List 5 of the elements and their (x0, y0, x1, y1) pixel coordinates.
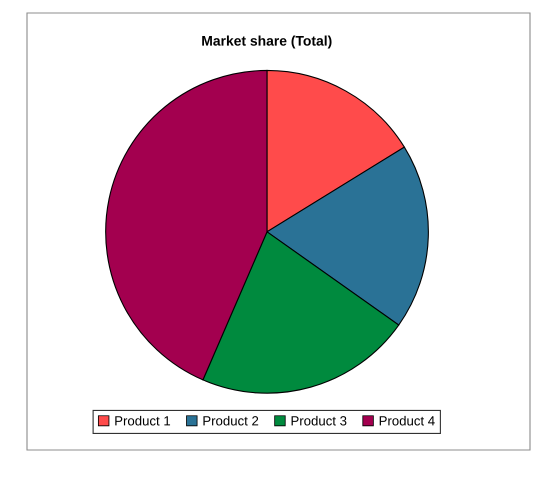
legend-label: Product 2 (203, 416, 258, 426)
legend-label: Product 4 (380, 416, 435, 426)
legend-label: Product 1 (115, 416, 170, 426)
chart-title: Market share (Total) (202, 36, 332, 48)
legend-label: Product 3 (292, 416, 346, 426)
